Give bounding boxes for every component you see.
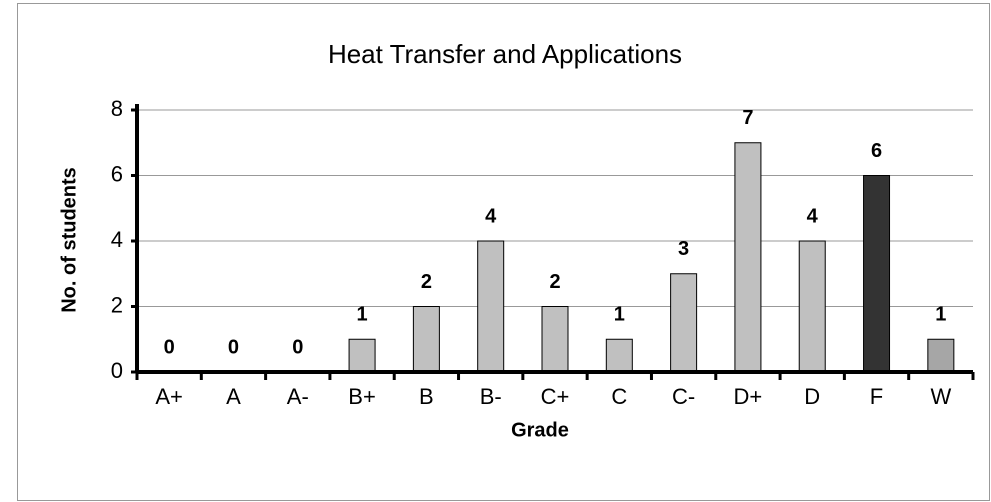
x-tick-label: W [930,384,951,409]
data-label: 4 [807,205,819,227]
data-label: 6 [871,140,882,162]
bar [605,338,633,373]
bar [863,175,891,373]
x-tick-label: B- [480,384,502,409]
data-label: 0 [292,336,303,358]
bar [798,240,826,373]
y-tick-label: 4 [111,227,123,252]
data-label: 2 [421,271,432,293]
data-label: 4 [485,205,497,227]
data-label: 1 [614,304,625,326]
bar [412,306,440,373]
x-tick-label: B [419,384,434,409]
data-label: 0 [228,336,239,358]
y-tick-label: 8 [111,96,123,121]
data-label: 1 [357,304,368,326]
bar [670,273,698,373]
x-tick-label: A+ [155,384,183,409]
data-label: 0 [164,336,175,358]
data-label: 7 [742,107,753,129]
data-label: 3 [678,238,689,260]
bar [348,338,376,373]
x-tick-label: C [611,384,627,409]
x-tick-label: A [226,384,241,409]
bar [541,306,569,373]
x-tick-label: C+ [541,384,570,409]
x-tick-label: B+ [348,384,376,409]
y-tick-label: 2 [111,292,123,317]
x-tick-label: D+ [734,384,763,409]
x-tick-label: A- [287,384,309,409]
y-axis-label: No. of students [58,167,80,313]
bar [734,142,762,373]
bar [927,338,955,373]
y-tick-label: 0 [111,358,123,383]
y-tick-label: 6 [111,161,123,186]
x-tick-label: C- [672,384,695,409]
bar [477,240,505,373]
data-label: 1 [935,304,946,326]
chart-title: Heat Transfer and Applications [328,39,682,69]
x-axis-label: Grade [511,419,569,441]
data-label: 2 [549,271,560,293]
x-tick-label: F [870,384,883,409]
x-tick-label: D [804,384,820,409]
